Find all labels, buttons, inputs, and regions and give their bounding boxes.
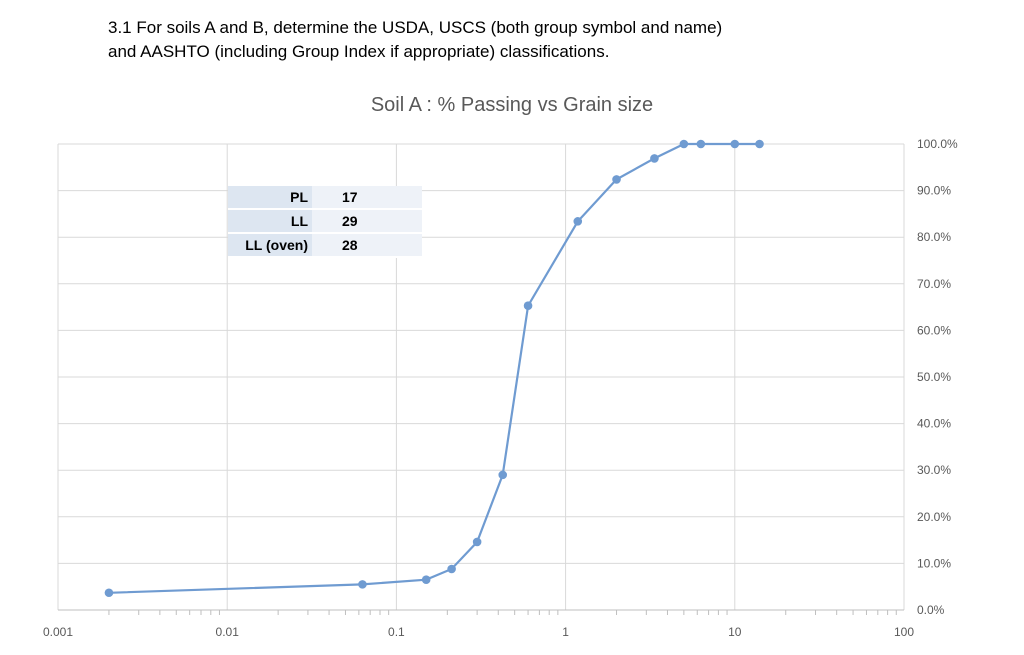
data-point [358, 580, 367, 589]
x-tick-label: 0.01 [216, 625, 240, 639]
x-tick-label: 0.001 [43, 625, 73, 639]
property-value: 28 [312, 233, 422, 258]
data-point [498, 470, 508, 480]
question-line-2: and AASHTO (including Group Index if app… [108, 42, 610, 61]
chart-title: Soil A : % Passing vs Grain size [370, 94, 654, 116]
y-tick-label: 80.0% [917, 230, 951, 244]
data-point [696, 139, 706, 149]
question-text: 3.1 For soils A and B, determine the USD… [108, 16, 722, 64]
property-label: LL [228, 209, 312, 234]
soil-properties-table: PL 17 LL 29 LL (oven) 28 [228, 186, 422, 258]
data-point [573, 217, 583, 226]
property-row: LL (oven) 28 [228, 233, 422, 258]
data-point [472, 537, 482, 547]
x-tick-label: 1 [562, 625, 569, 639]
y-tick-label: 20.0% [917, 510, 951, 524]
data-point [447, 564, 456, 574]
y-tick-label: 40.0% [917, 417, 951, 431]
data-point [523, 301, 533, 311]
y-tick-label: 60.0% [917, 323, 951, 337]
property-value: 17 [312, 186, 422, 210]
y-tick-label: 70.0% [917, 277, 951, 291]
data-point [104, 588, 114, 598]
y-tick-label: 30.0% [917, 463, 951, 477]
y-tick-label: 50.0% [917, 370, 951, 384]
x-tick-label: 100 [894, 625, 914, 639]
property-label: PL [228, 186, 312, 210]
property-label: LL (oven) [228, 233, 312, 258]
property-value: 29 [312, 209, 422, 234]
y-tick-label: 90.0% [917, 184, 951, 198]
y-tick-label: 0.0% [917, 603, 945, 617]
x-tick-label: 0.1 [388, 625, 405, 639]
property-row: LL 29 [228, 209, 422, 234]
data-point [650, 154, 659, 163]
data-point [421, 575, 431, 585]
data-point [730, 139, 740, 149]
series-line [108, 142, 760, 594]
x-tick-label: 10 [728, 625, 742, 639]
data-point [679, 139, 689, 149]
y-tick-label: 100.0% [917, 137, 958, 151]
property-row: PL 17 [228, 186, 422, 210]
question-line-1: 3.1 For soils A and B, determine the USD… [108, 18, 723, 37]
y-tick-label: 10.0% [917, 556, 951, 570]
data-point [755, 139, 764, 149]
data-point [612, 175, 621, 184]
